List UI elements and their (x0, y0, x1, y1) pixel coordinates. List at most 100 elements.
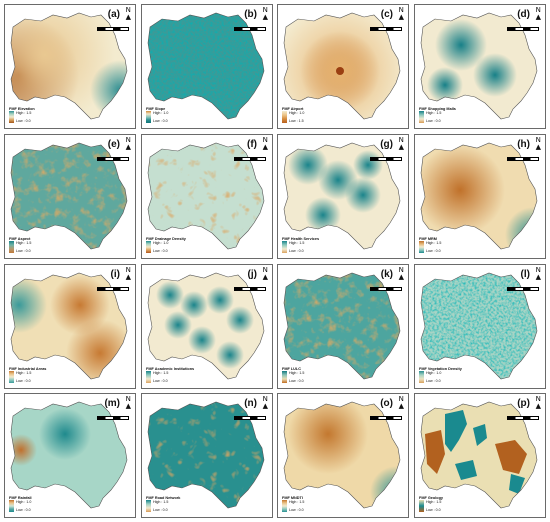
legend-high-value: High : 1.5 (289, 241, 305, 245)
legend-title: FMF Airport (282, 106, 304, 111)
panel-label: (c) (380, 9, 393, 20)
scale-bar (234, 27, 266, 31)
map-panel: (j) N ▲ FMF Academic Institutions High : 1.5… (141, 264, 273, 389)
scale-bar (234, 157, 266, 161)
panel-label: (m) (104, 398, 120, 409)
legend-color-ramp (419, 241, 424, 253)
legend-low-value: Low : 0.0 (16, 508, 31, 512)
legend-low-value: Low : 0.0 (289, 379, 304, 383)
north-arrow-icon: N ▲ (535, 136, 541, 151)
legend-title: FMF Academic Institutions (146, 366, 195, 371)
study-area-boundary (283, 401, 401, 509)
legend-high-value: High : 1.5 (426, 241, 442, 245)
legend-color-ramp (146, 241, 151, 253)
map-legend: FMF Airport High : 1.0 Low : 1.5 (282, 107, 304, 123)
scale-bar (234, 416, 266, 420)
north-arrow-icon: N ▲ (262, 136, 268, 151)
legend-title: FMF Geology (419, 495, 444, 500)
map-legend: FMF Industrial Areas High : 1.5 Low : 0.0 (9, 367, 46, 383)
legend-color-ramp (419, 111, 424, 123)
map-legend: FMF MRM High : 1.5 Low : 0.0 (419, 237, 441, 253)
study-area-boundary (283, 142, 401, 250)
panel-label: (e) (107, 139, 120, 150)
map-canvas (283, 12, 401, 120)
north-arrow-icon: N ▲ (262, 266, 268, 281)
legend-title: FMF Road Network (146, 495, 181, 500)
scale-bar (97, 157, 129, 161)
legend-title: FMF LULC (282, 366, 301, 371)
map-legend: FMF MNDTI High : 1.5 Low : 0.0 (282, 496, 304, 512)
map-canvas (283, 142, 401, 250)
legend-low-value: Low : 0.0 (426, 249, 441, 253)
north-arrow-icon: N ▲ (535, 266, 541, 281)
legend-high-value: High : 1.0 (426, 371, 442, 375)
panel-label: (i) (110, 269, 120, 280)
scale-bar (507, 416, 539, 420)
map-panel: (k) N ▲ FMF LULC High : 1.5 Low : 0.0 (277, 264, 409, 389)
legend-title: FMF Elevation (9, 106, 35, 111)
map-legend: FMF LULC High : 1.5 Low : 0.0 (282, 367, 304, 383)
legend-color-ramp (282, 111, 287, 123)
study-area-boundary (420, 12, 538, 120)
legend-title: FMF Rainfall (9, 495, 32, 500)
legend-color-ramp (282, 500, 287, 512)
map-canvas (283, 401, 401, 509)
legend-high-value: High : 1.0 (16, 500, 32, 504)
legend-color-ramp (9, 111, 14, 123)
legend-high-value: High : 1.5 (289, 371, 305, 375)
legend-color-ramp (146, 371, 151, 383)
map-legend: FMF Geology High : 1.5 Low : 0.0 (419, 496, 443, 512)
legend-low-value: Low : 0.0 (153, 508, 168, 512)
map-legend: FMF Vegetation Density High : 1.0 Low : 0.… (419, 367, 462, 383)
panel-label: (b) (244, 9, 257, 20)
legend-title: FMF Aspect (9, 236, 31, 241)
legend-high-value: High : 1.5 (16, 371, 32, 375)
north-arrow-icon: N ▲ (125, 266, 131, 281)
legend-high-value: High : 1.5 (426, 111, 442, 115)
map-canvas (283, 272, 401, 380)
study-area-boundary (147, 272, 265, 380)
map-legend: FMF Health Services High : 1.5 Low : 0.0 (282, 237, 319, 253)
map-legend: FMF Drainage Density High : 1.0 Low : 0.0 (146, 237, 186, 253)
map-panel: (p) N ▲ FMF Geology High : 1.5 Low : 0.0 (414, 393, 546, 518)
legend-color-ramp (419, 500, 424, 512)
legend-low-value: Low : 0.0 (16, 379, 31, 383)
scale-bar (234, 287, 266, 291)
map-panel: (a) N ▲ FMF Elevation High : 1.5 Low : 0.0 (4, 4, 136, 129)
map-panel-grid: (a) N ▲ FMF Elevation High : 1.5 Low : 0.0 (b)… (4, 4, 546, 518)
map-legend: FMF Academic Institutions High : 1.5 Low :… (146, 367, 194, 383)
study-area-boundary (147, 401, 265, 509)
north-arrow-icon: N ▲ (262, 395, 268, 410)
legend-color-ramp (282, 241, 287, 253)
legend-high-value: High : 1.5 (426, 500, 442, 504)
panel-label: (g) (380, 139, 393, 150)
legend-low-value: Low : 0.0 (289, 508, 304, 512)
legend-low-value: Low : 0.0 (289, 249, 304, 253)
legend-color-ramp (9, 500, 14, 512)
study-area-raster (284, 143, 400, 249)
legend-low-value: Low : 0.0 (153, 119, 168, 123)
legend-color-ramp (282, 371, 287, 383)
study-area-boundary (10, 12, 128, 120)
map-panel: (g) N ▲ FMF Health Services High : 1.5 Low : … (277, 134, 409, 259)
map-panel: (e) N ▲ FMF Aspect High : 1.5 Low : 0.0 (4, 134, 136, 259)
map-panel: (o) N ▲ FMF MNDTI High : 1.5 Low : 0.0 (277, 393, 409, 518)
scale-bar (507, 27, 539, 31)
north-arrow-icon: N ▲ (398, 395, 404, 410)
legend-color-ramp (9, 371, 14, 383)
legend-low-value: Low : 1.5 (289, 119, 304, 123)
panel-label: (h) (517, 139, 530, 150)
legend-title: FMF Drainage Density (146, 236, 186, 241)
map-panel: (n) N ▲ FMF Road Network High : 1.5 Low : 0.0 (141, 393, 273, 518)
map-panel: (f) N ▲ FMF Drainage Density High : 1.0 Low :… (141, 134, 273, 259)
study-area-boundary (147, 142, 265, 250)
legend-low-value: Low : 0.0 (16, 249, 31, 253)
legend-high-value: High : 1.5 (153, 371, 169, 375)
map-panel: (i) N ▲ FMF Industrial Areas High : 1.5 Low :… (4, 264, 136, 389)
study-area-boundary (420, 272, 538, 380)
study-area-boundary (10, 401, 128, 509)
study-area-boundary (420, 142, 538, 250)
map-legend: FMF Elevation High : 1.5 Low : 0.0 (9, 107, 35, 123)
scale-bar (507, 287, 539, 291)
map-canvas (420, 142, 538, 250)
